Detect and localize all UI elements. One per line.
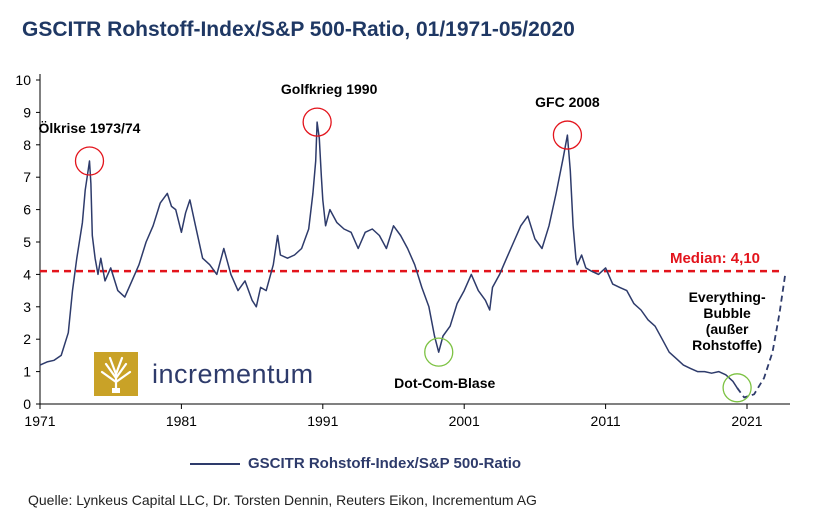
y-tick-label: 5 bbox=[23, 234, 31, 250]
projection-line bbox=[736, 274, 787, 399]
y-tick-label: 10 bbox=[15, 72, 31, 88]
logo-wordmark: incrementum bbox=[152, 358, 314, 389]
tree-logo-icon bbox=[94, 352, 138, 396]
y-tick-label: 4 bbox=[23, 266, 31, 282]
ratio-series-line bbox=[39, 121, 738, 389]
y-tick-label: 6 bbox=[23, 202, 31, 218]
peak-marker-circle bbox=[74, 146, 105, 176]
annotation-label: GFC 2008 bbox=[535, 94, 600, 110]
chart-plot: Median: 4,10 bbox=[39, 121, 787, 399]
x-tick-label: 2021 bbox=[731, 413, 762, 429]
y-tick-label: 2 bbox=[23, 331, 31, 347]
source-note: Quelle: Lynkeus Capital LLC, Dr. Torsten… bbox=[28, 492, 537, 508]
median-label: Median: 4,10 bbox=[670, 250, 760, 267]
annotation-label: Everything-Bubble (außer Rohstoffe) bbox=[689, 289, 766, 353]
chart-title: GSCITR Rohstoff-Index/S&P 500-Ratio, 01/… bbox=[22, 18, 575, 41]
x-tick-label: 2001 bbox=[449, 413, 480, 429]
x-tick-label: 1981 bbox=[166, 413, 197, 429]
annotation-label-line: Ölkrise 1973/74 bbox=[38, 120, 140, 136]
annotation-label-line: Dot-Com-Blase bbox=[394, 375, 495, 391]
annotation-label-line: Golfkrieg 1990 bbox=[281, 81, 378, 97]
x-tick-label: 2011 bbox=[591, 413, 621, 429]
incrementum-logo: incrementum bbox=[94, 352, 314, 396]
y-tick-label: 1 bbox=[23, 364, 31, 380]
peak-marker-circle bbox=[552, 120, 583, 150]
annotation-label: Ölkrise 1973/74 bbox=[38, 120, 140, 136]
y-tick-label: 3 bbox=[23, 299, 31, 315]
y-tick-label: 7 bbox=[23, 169, 31, 185]
peak-marker-circle bbox=[302, 107, 332, 137]
annotation-label-line: Bubble bbox=[703, 305, 751, 321]
y-tick-label: 0 bbox=[23, 396, 31, 412]
annotation-label-line: Everything- bbox=[689, 289, 766, 305]
x-tick-label: 1991 bbox=[307, 413, 338, 429]
y-tick-label: 8 bbox=[23, 137, 31, 153]
annotation-label-line: GFC 2008 bbox=[535, 94, 600, 110]
chart-axes: 0 1 2 3 4 5 6 7 8 9 10 1971 1981 1991 2001 2011 2021 bbox=[15, 72, 790, 429]
legend-line-swatch bbox=[190, 462, 240, 465]
annotation-label-line: Rohstoffe) bbox=[692, 337, 762, 353]
chart-legend: GSCITR Rohstoff-Index/S&P 500-Ratio bbox=[190, 455, 521, 472]
chart-annotations: Ölkrise 1973/74 Golfkrieg 1990 GFC 2008 Dot… bbox=[38, 81, 766, 403]
annotation-label: Golfkrieg 1990 bbox=[281, 81, 378, 97]
annotation-label-line: (außer bbox=[706, 321, 749, 337]
annotation-label: Dot-Com-Blase bbox=[394, 375, 495, 391]
low-marker-circle bbox=[722, 373, 752, 403]
legend-label: GSCITR Rohstoff-Index/S&P 500-Ratio bbox=[248, 455, 522, 472]
y-tick-label: 9 bbox=[23, 104, 31, 120]
low-marker-circle bbox=[424, 337, 454, 367]
x-tick-label: 1971 bbox=[24, 413, 55, 429]
